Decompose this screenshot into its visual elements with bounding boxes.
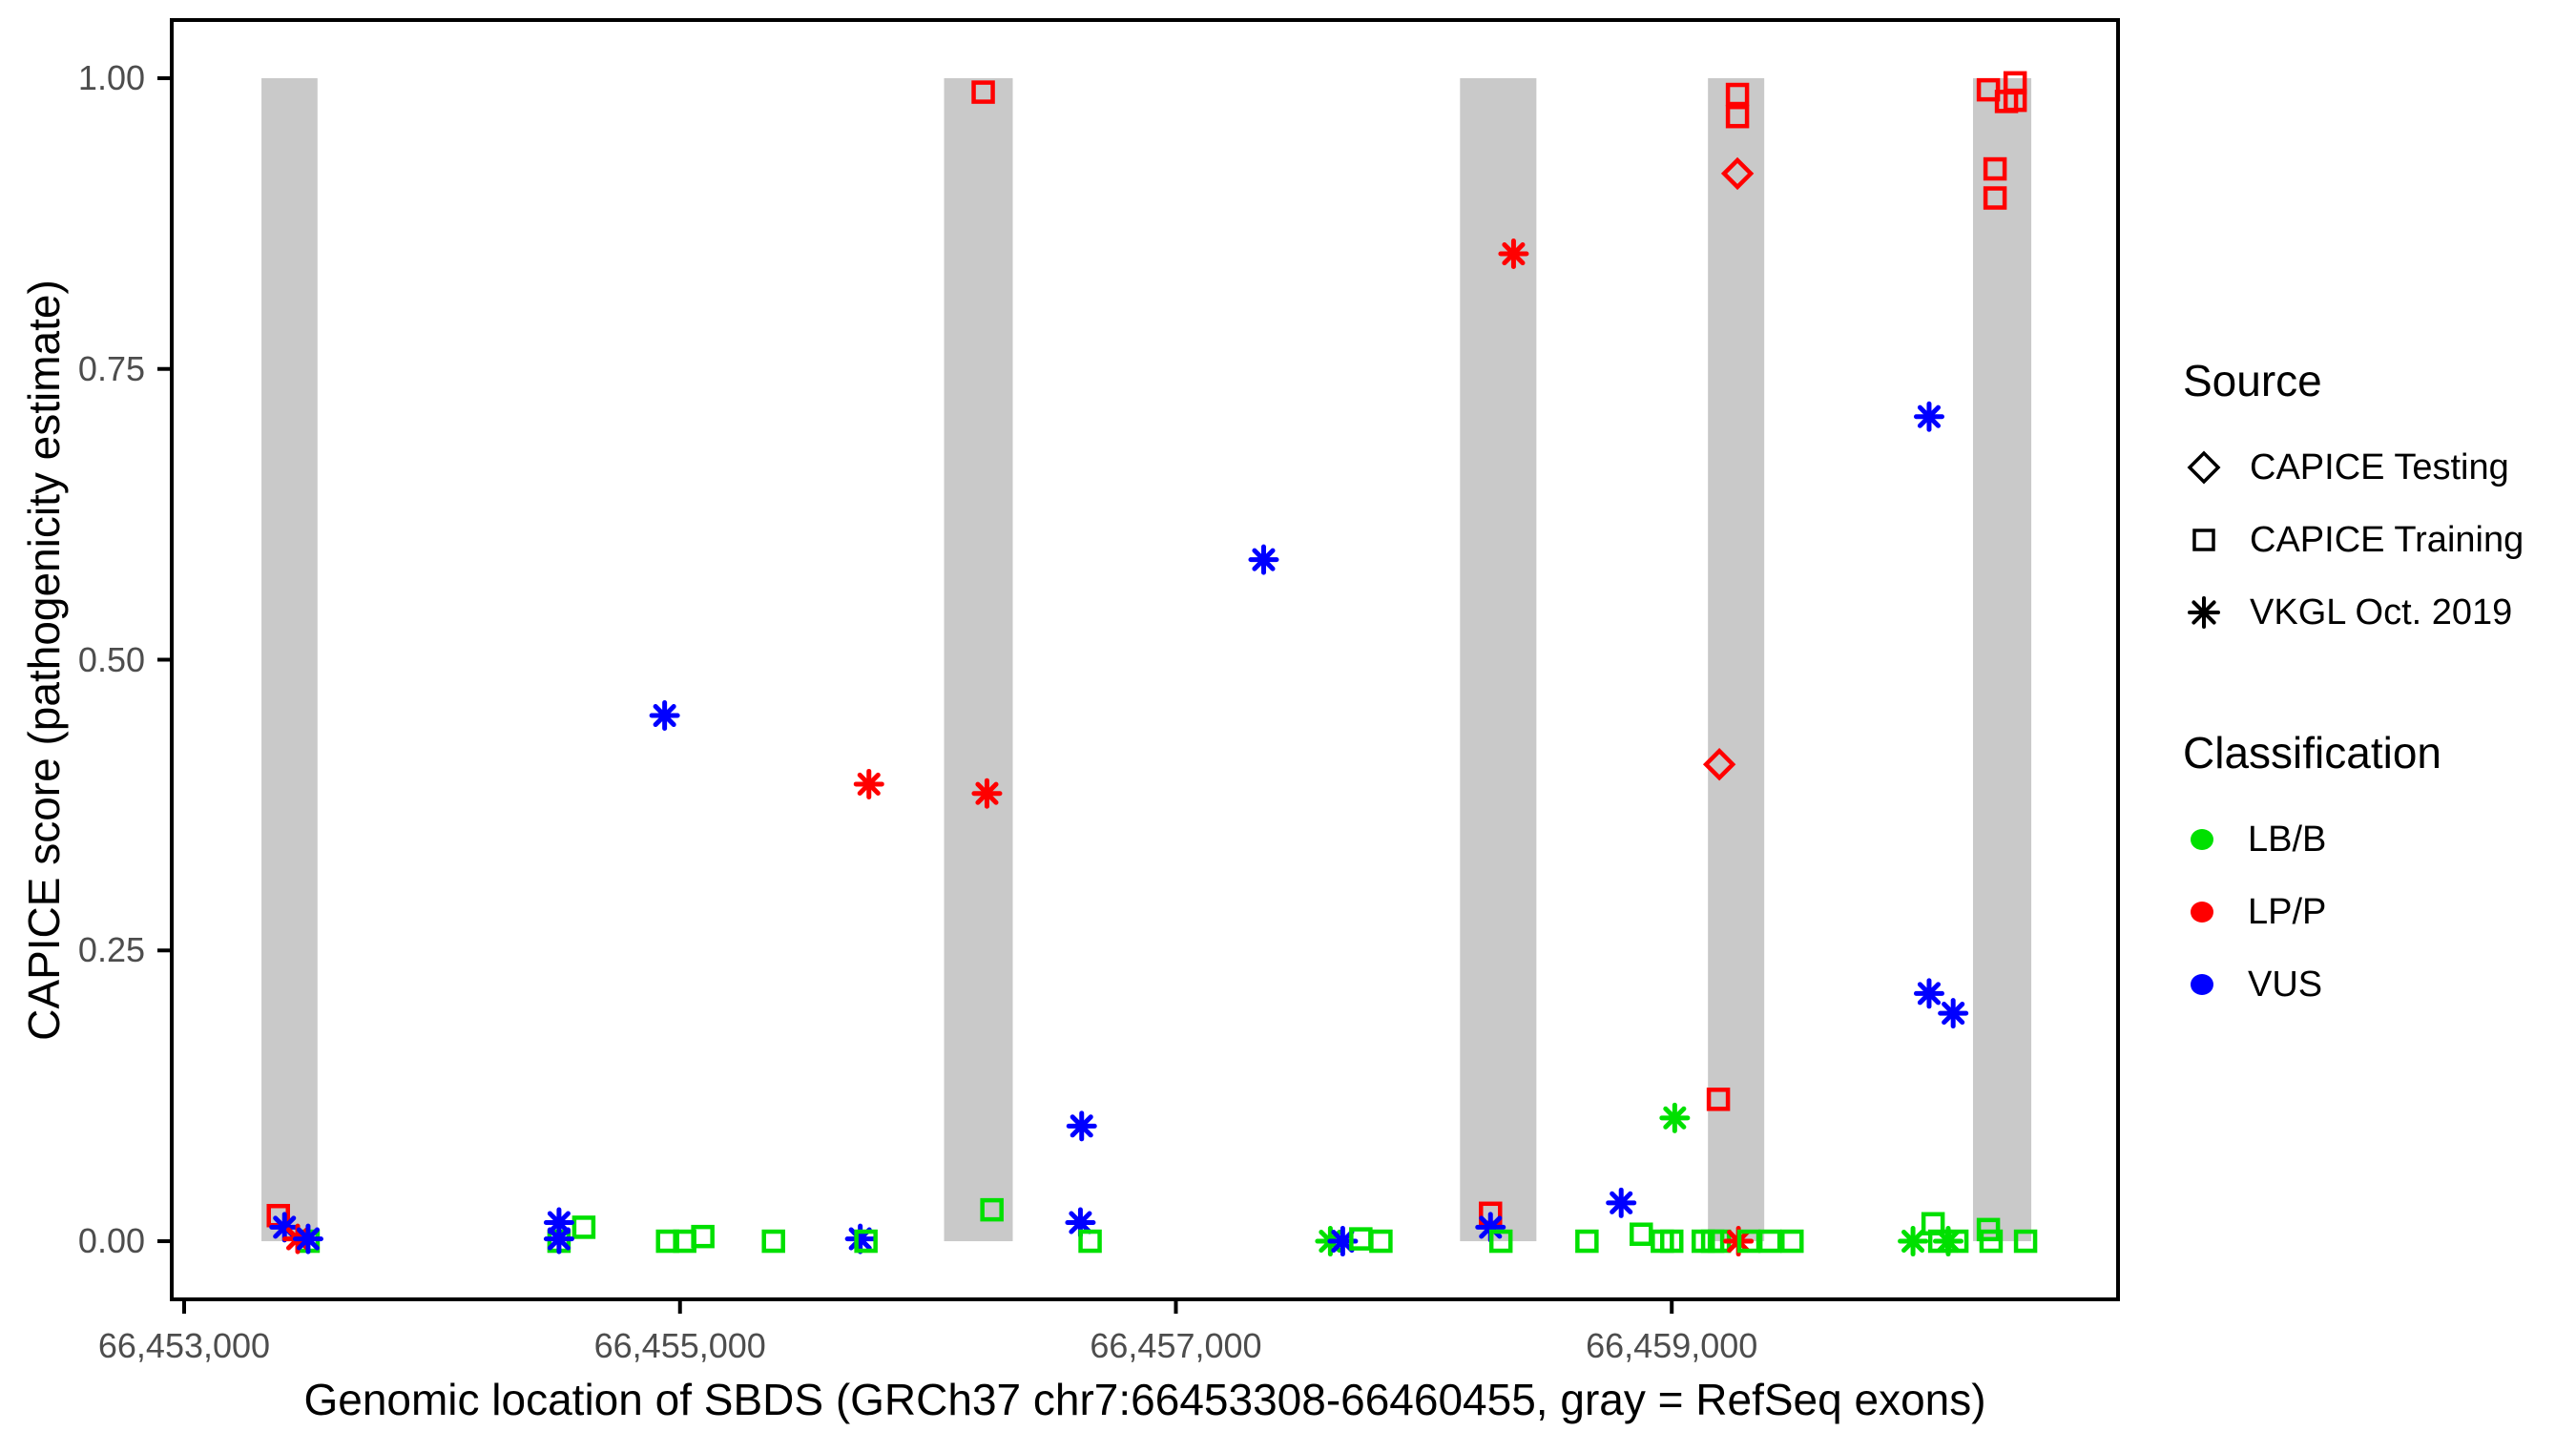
y-tick-label: 0.00 — [77, 1221, 145, 1261]
data-point-asterisk — [1898, 1226, 1929, 1257]
data-point-asterisk — [1913, 978, 1944, 1009]
x-axis-title: Genomic location of SBDS (GRCh37 chr7:66… — [303, 1375, 1986, 1424]
y-tick-label: 1.00 — [77, 57, 145, 97]
data-point-asterisk — [1938, 998, 1969, 1029]
data-point-square — [2003, 88, 2027, 113]
data-point-asterisk — [1066, 1110, 1097, 1142]
legend-item-label: VUS — [2248, 964, 2323, 1005]
square-icon — [2192, 529, 2215, 551]
data-point-square — [1725, 104, 1750, 129]
legend-item-label: LB/B — [2248, 819, 2327, 860]
data-point-square — [1983, 156, 2007, 181]
panel-border — [170, 18, 2120, 1301]
x-tick-label: 66,455,000 — [593, 1326, 766, 1365]
data-point-square — [1757, 1229, 1782, 1254]
data-point-asterisk — [649, 700, 680, 732]
legend-item-label: LP/P — [2248, 891, 2327, 932]
data-point-asterisk — [1248, 544, 1279, 575]
lpp-color-dot — [2191, 902, 2213, 923]
legend-item-capice-testing: CAPICE Testing — [2183, 431, 2565, 504]
legend-item-vus: VUS — [2183, 948, 2565, 1021]
data-point-square — [1659, 1229, 1684, 1254]
data-point-square — [1488, 1229, 1513, 1254]
y-tick-label: 0.75 — [77, 348, 145, 388]
data-point-square — [854, 1229, 878, 1254]
legend-source-title: Source — [2183, 356, 2322, 405]
data-point-square — [1575, 1229, 1599, 1254]
exon-bar — [1708, 77, 1765, 1242]
data-point-square — [1706, 1088, 1731, 1111]
data-point-square — [691, 1224, 715, 1249]
x-tick-label: 66,459,000 — [1586, 1326, 1758, 1365]
data-point-square — [980, 1197, 1004, 1222]
vus-color-dot — [2191, 974, 2213, 995]
legend-item-lbb: LB/B — [2183, 803, 2565, 876]
legend-item-lpp: LP/P — [2183, 876, 2565, 948]
asterisk-icon — [2188, 596, 2220, 629]
legend-item-vkgl: VKGL Oct. 2019 — [2183, 576, 2565, 649]
data-point-square — [1369, 1229, 1393, 1254]
exon-bar — [944, 77, 1013, 1242]
data-point-square — [1944, 1229, 1969, 1254]
lbb-color-dot — [2191, 829, 2213, 850]
data-point-square — [761, 1229, 785, 1254]
exon-bar — [261, 77, 318, 1242]
legend: Source CAPICE Testing CAPICE Training — [2183, 355, 2565, 1021]
y-axis-title: CAPICE score (pathogenicity estimate) — [19, 280, 69, 1041]
legend-item-label: VKGL Oct. 2019 — [2250, 591, 2513, 633]
data-point-diamond — [1702, 748, 1736, 781]
data-point-asterisk — [292, 1223, 323, 1255]
data-point-asterisk — [543, 1223, 574, 1255]
data-point-asterisk — [1498, 238, 1529, 270]
data-point-square — [1780, 1229, 1804, 1254]
data-point-asterisk — [853, 768, 884, 799]
data-point-asterisk — [971, 778, 1003, 809]
x-tick-label: 66,453,000 — [97, 1326, 271, 1365]
data-point-diamond — [1720, 156, 1755, 191]
y-tick-label: 0.25 — [77, 930, 145, 970]
exon-bar — [1972, 77, 2032, 1242]
x-tick-label: 66,457,000 — [1090, 1326, 1262, 1365]
data-point-square — [1630, 1222, 1653, 1246]
data-point-square — [971, 80, 995, 104]
legend-item-capice-training: CAPICE Training — [2183, 504, 2565, 576]
legend-item-label: CAPICE Training — [2250, 519, 2524, 560]
diamond-icon — [2187, 450, 2221, 485]
legend-item-label: CAPICE Testing — [2250, 446, 2509, 487]
data-point-square — [571, 1215, 596, 1239]
data-point-asterisk — [1659, 1102, 1691, 1133]
data-point-square — [1725, 82, 1750, 107]
data-point-asterisk — [1606, 1187, 1637, 1218]
exon-bar — [1460, 77, 1537, 1242]
data-point-square — [2013, 1229, 2038, 1254]
data-point-square — [1983, 186, 2007, 210]
data-point-square — [1979, 1229, 2004, 1254]
legend-classification-title: Classification — [2183, 728, 2441, 778]
data-point-asterisk — [1913, 401, 1944, 432]
y-tick-label: 0.50 — [77, 639, 145, 679]
data-point-square — [1078, 1229, 1102, 1254]
